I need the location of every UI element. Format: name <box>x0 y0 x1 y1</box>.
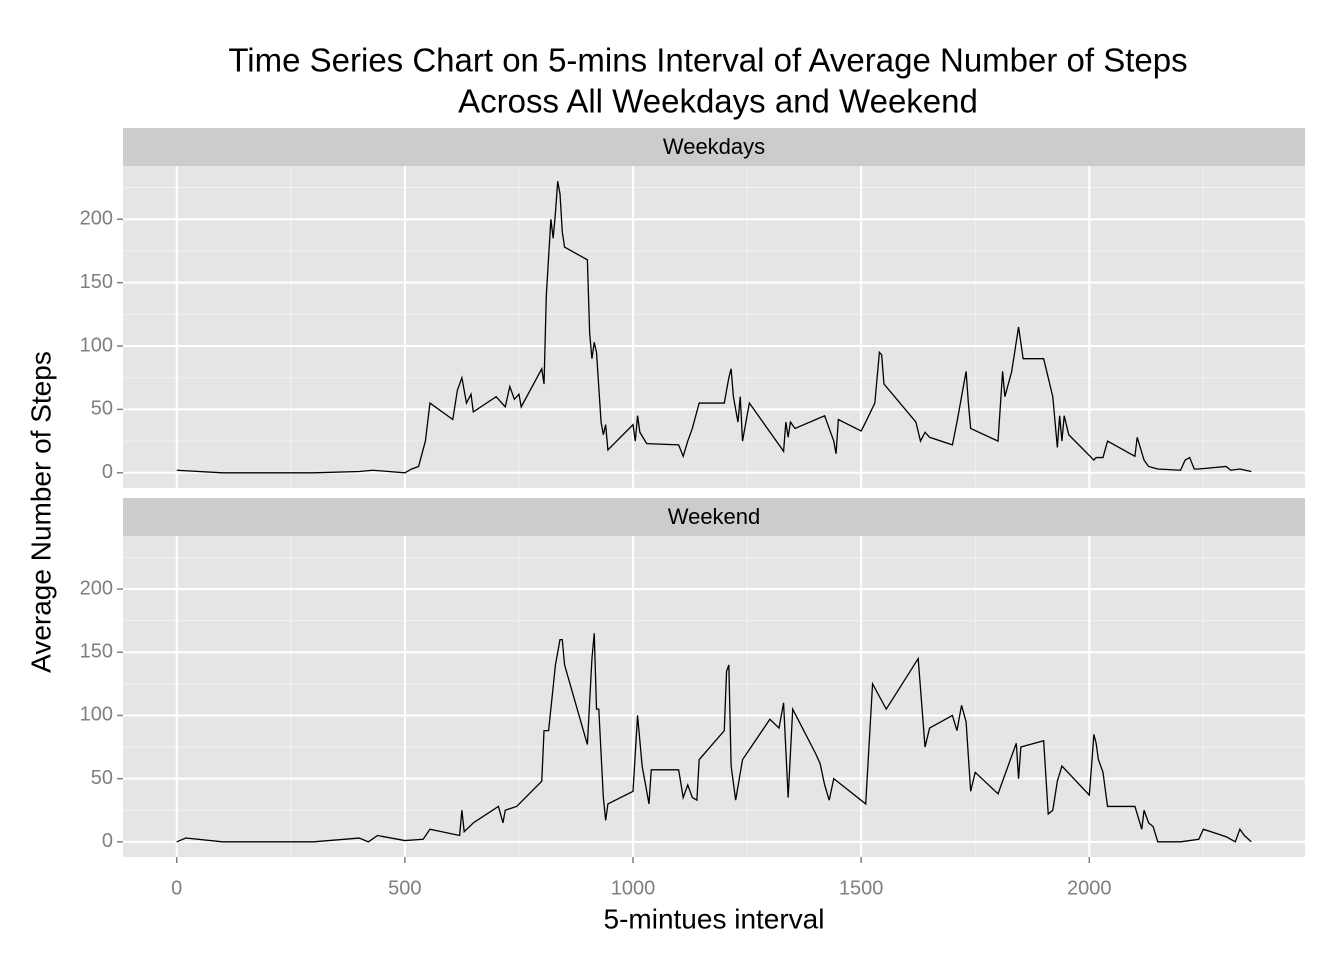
facet-label: Weekend <box>668 504 761 529</box>
y-axis-label: Average Number of Steps <box>25 351 56 673</box>
panel-background <box>123 536 1305 857</box>
x-tick-label: 0 <box>171 877 182 899</box>
y-tick-label: 150 <box>80 271 113 293</box>
x-tick-label: 1000 <box>611 877 656 899</box>
x-tick-label: 2000 <box>1067 877 1112 899</box>
panel-background <box>123 166 1305 488</box>
chart-title: Time Series Chart on 5-mins Interval of … <box>228 42 1187 79</box>
facet-strip <box>123 128 1305 166</box>
y-tick-label: 200 <box>80 208 113 230</box>
x-tick-label: 1500 <box>839 877 884 899</box>
x-axis-label: 5-mintues interval <box>604 903 825 934</box>
chart-title: Across All Weekdays and Weekend <box>458 83 978 120</box>
x-tick-label: 500 <box>388 877 421 899</box>
y-tick-label: 50 <box>91 767 113 789</box>
data-line <box>176 181 1252 474</box>
y-tick-label: 50 <box>91 398 113 420</box>
facet-label: Weekdays <box>663 134 765 159</box>
y-tick-label: 150 <box>80 641 113 663</box>
y-tick-label: 0 <box>102 830 113 852</box>
y-tick-label: 200 <box>80 577 113 599</box>
facet-strip <box>123 498 1305 536</box>
y-tick-label: 100 <box>80 704 113 726</box>
y-tick-label: 0 <box>102 461 113 483</box>
y-tick-label: 100 <box>80 334 113 356</box>
data-line <box>176 633 1252 843</box>
